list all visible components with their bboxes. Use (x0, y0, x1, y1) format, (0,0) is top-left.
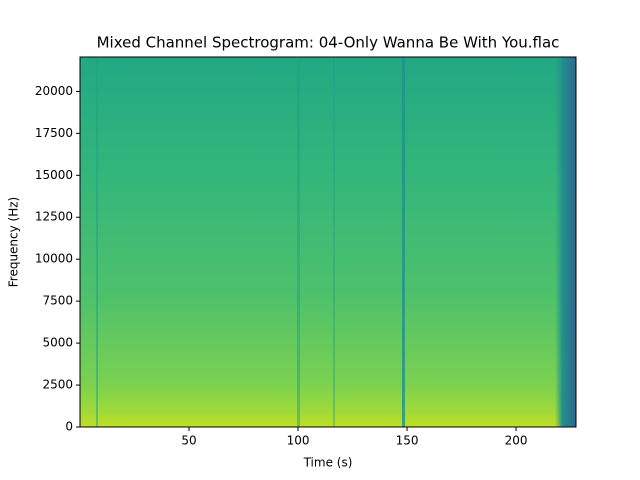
x-tick-label: 100 (287, 434, 310, 448)
y-tick-label: 7500 (42, 294, 73, 308)
y-tick-label: 10000 (35, 252, 73, 266)
plot-frame (79, 56, 577, 428)
y-tick-label: 2500 (42, 378, 73, 392)
y-tick-label: 0 (65, 420, 73, 434)
y-tick-label: 5000 (42, 336, 73, 350)
x-tick-label: 50 (181, 434, 196, 448)
x-tick-label: 150 (396, 434, 419, 448)
y-tick-label: 17500 (35, 126, 73, 140)
spectrogram-image (80, 57, 576, 427)
y-tick-label: 15000 (35, 168, 73, 182)
x-tick-label: 200 (505, 434, 528, 448)
x-axis-label: Time (s) (303, 456, 353, 470)
y-tick-label: 20000 (35, 84, 73, 98)
y-axis-label: Frequency (Hz) (7, 197, 21, 288)
chart-title: Mixed Channel Spectrogram: 04-Only Wanna… (97, 34, 560, 52)
y-tick-label: 12500 (35, 210, 73, 224)
